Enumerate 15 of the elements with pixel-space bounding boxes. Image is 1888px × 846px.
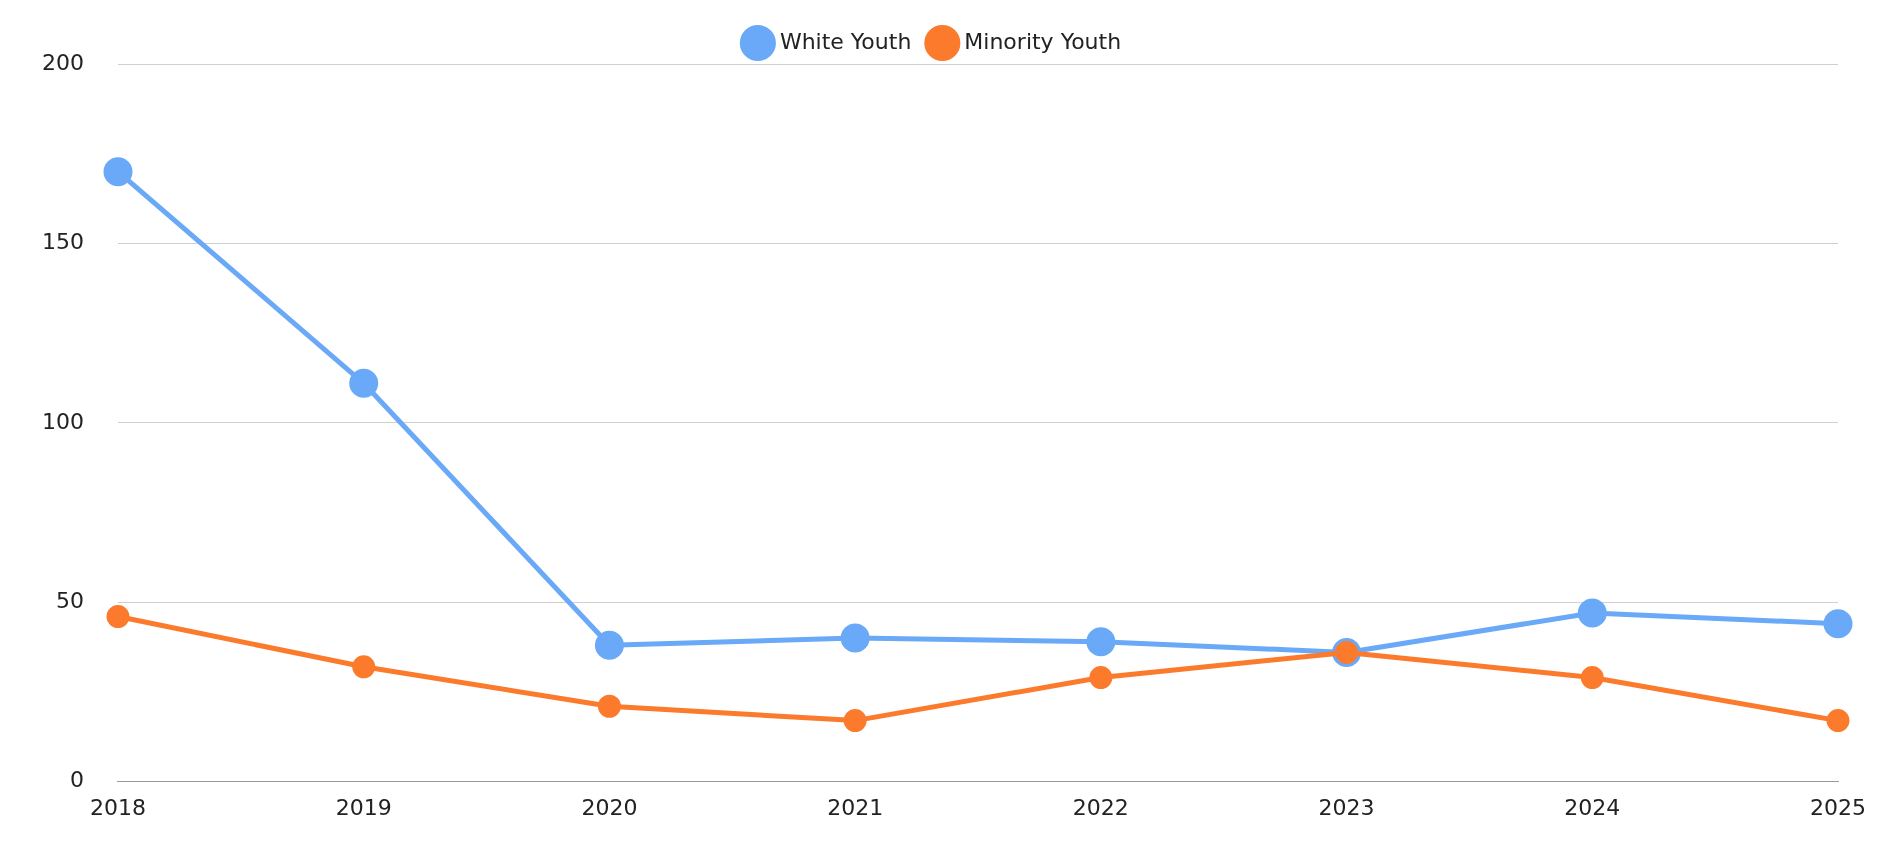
x-tick-label: 2019 (335, 794, 392, 820)
x-tick-label: 2018 (89, 794, 146, 820)
x-tick-label: 2024 (1564, 794, 1621, 820)
x-tick-label: 2022 (1072, 794, 1129, 820)
y-tick-label: 200 (41, 49, 84, 75)
x-tick-label: 2020 (581, 794, 638, 820)
y-tick-label: 150 (41, 229, 84, 255)
y-tick-label: 0 (69, 767, 84, 793)
x-tick-label: 2021 (827, 794, 884, 820)
y-tick-label: 100 (41, 408, 84, 434)
y-tick-label: 50 (55, 587, 84, 613)
x-tick-label: 2025 (1810, 794, 1867, 820)
legend-label: Minority Youth (964, 28, 1122, 54)
x-tick-label: 2023 (1318, 794, 1375, 820)
legend-label: White Youth (779, 28, 912, 54)
